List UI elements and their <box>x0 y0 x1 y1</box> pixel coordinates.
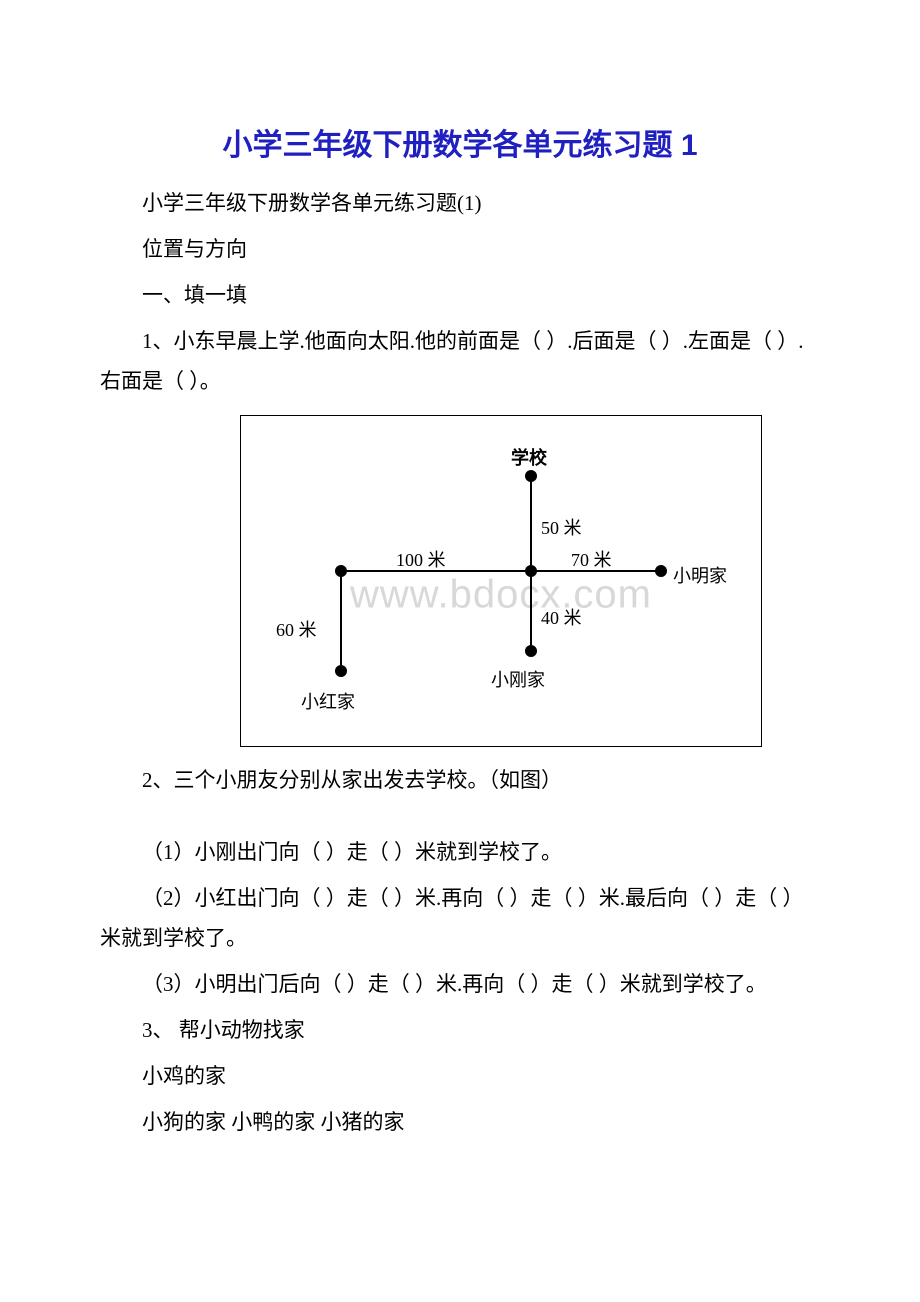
label-40m: 40 米 <box>541 604 582 630</box>
label-xiaogang: 小刚家 <box>491 666 545 692</box>
question-2: 2、三个小朋友分别从家出发去学校。（如图） <box>100 761 820 801</box>
section-line: 位置与方向 <box>100 230 820 270</box>
part-heading: 一、填一填 <box>100 276 820 316</box>
label-xiaohong: 小红家 <box>301 688 355 714</box>
subtitle-line: 小学三年级下册数学各单元练习题(1) <box>100 184 820 224</box>
page-title: 小学三年级下册数学各单元练习题 1 <box>100 120 820 164</box>
diagram-container: www.bdocx.com 学校 50 米 100 米 70 米 60 米 40… <box>240 415 820 747</box>
question-1: 1、小东早晨上学.他面向太阳.他的前面是（ ）.后面是（ ）.左面是（ ）.右面… <box>100 322 820 402</box>
label-70m: 70 米 <box>571 546 612 572</box>
question-2-1: （1）小刚出门向（ ）走（ ）米就到学校了。 <box>100 833 820 873</box>
question-3a: 小鸡的家 <box>100 1057 820 1097</box>
label-school: 学校 <box>511 444 547 470</box>
question-2-3: （3）小明出门后向（ ）走（ ）米.再向（ ）走（ ）米就到学校了。 <box>100 965 820 1005</box>
label-60m: 60 米 <box>276 616 317 642</box>
label-100m: 100 米 <box>396 546 446 572</box>
map-diagram: www.bdocx.com 学校 50 米 100 米 70 米 60 米 40… <box>240 415 762 747</box>
question-3b: 小狗的家 小鸭的家 小猪的家 <box>100 1103 820 1143</box>
label-xiaoming: 小明家 <box>673 562 727 588</box>
document-page: 小学三年级下册数学各单元练习题 1 小学三年级下册数学各单元练习题(1) 位置与… <box>0 0 920 1209</box>
question-3: 3、 帮小动物找家 <box>100 1011 820 1051</box>
question-2-2: （2）小红出门向（ ）走（ ）米.再向（ ）走（ ）米.最后向（ ）走（ ）米就… <box>100 879 820 959</box>
spacer <box>100 807 820 827</box>
label-50m: 50 米 <box>541 514 582 540</box>
